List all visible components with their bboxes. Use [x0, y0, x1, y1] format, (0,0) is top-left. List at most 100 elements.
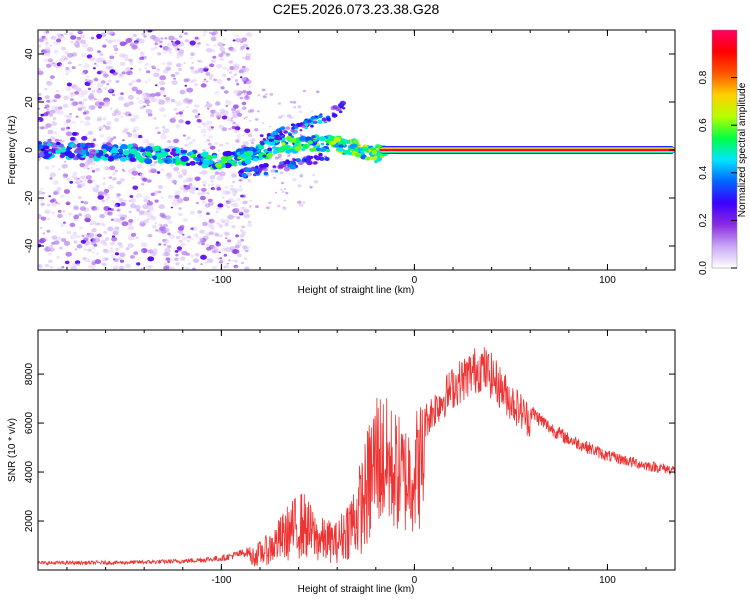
- noise-cell: [153, 160, 158, 164]
- noise-cell: [50, 62, 57, 67]
- noise-cell: [173, 198, 178, 202]
- ridge-cell: [258, 144, 265, 150]
- noise-cell: [208, 231, 214, 235]
- noise-cell: [225, 99, 229, 103]
- ridge-cell: [195, 161, 200, 165]
- noise-cell: [99, 129, 102, 131]
- noise-cell: [201, 242, 205, 246]
- noise-cell: [237, 90, 243, 95]
- noise-cell: [279, 188, 283, 191]
- noise-cell: [233, 188, 239, 193]
- noise-cell: [53, 131, 58, 135]
- noise-cell: [90, 162, 93, 165]
- noise-cell: [115, 226, 120, 230]
- noise-cell: [251, 145, 254, 147]
- ridge-cell: [160, 148, 166, 153]
- noise-cell: [248, 205, 252, 208]
- noise-cell: [74, 248, 78, 251]
- noise-cell: [221, 247, 227, 252]
- noise-cell: [146, 213, 153, 218]
- noise-cell: [111, 33, 115, 36]
- noise-cell: [147, 249, 154, 254]
- noise-cell: [64, 260, 70, 265]
- noise-cell: [115, 110, 122, 116]
- noise-cell: [192, 258, 200, 263]
- noise-cell: [130, 232, 137, 237]
- noise-cell: [74, 140, 79, 144]
- noise-cell: [176, 56, 180, 59]
- noise-cell: [54, 106, 60, 111]
- noise-cell: [212, 55, 217, 59]
- noise-cell: [104, 99, 111, 105]
- noise-cell: [187, 239, 190, 243]
- noise-cell: [184, 39, 189, 43]
- ridge-cell: [315, 147, 321, 151]
- noise-cell: [248, 133, 253, 138]
- noise-cell: [150, 192, 155, 196]
- noise-cell: [48, 112, 53, 116]
- noise-cell: [96, 88, 103, 94]
- noise-cell: [184, 84, 188, 87]
- noise-cell: [243, 117, 246, 120]
- noise-cell: [46, 203, 51, 207]
- noise-cell: [179, 186, 185, 191]
- noise-cell: [88, 105, 93, 109]
- noise-cell: [90, 36, 95, 40]
- ridge-cell: [325, 140, 330, 143]
- noise-cell: [122, 112, 125, 115]
- noise-cell: [236, 83, 240, 86]
- noise-cell: [297, 105, 302, 109]
- noise-cell: [214, 91, 220, 95]
- noise-cell: [101, 262, 106, 266]
- noise-cell: [65, 67, 70, 70]
- ridge-cell: [244, 159, 252, 165]
- noise-cell: [225, 100, 232, 106]
- noise-cell: [237, 239, 242, 244]
- noise-cell: [57, 110, 64, 115]
- noise-cell: [254, 118, 259, 121]
- ridge-cell: [311, 135, 316, 139]
- ridge-cell: [347, 151, 352, 155]
- noise-cell: [222, 73, 227, 77]
- noise-cell: [87, 94, 95, 100]
- noise-cell: [203, 105, 208, 108]
- ridge-cell: [121, 144, 129, 150]
- noise-cell: [85, 249, 89, 252]
- noise-cell: [112, 39, 117, 43]
- noise-cell: [180, 232, 184, 236]
- noise-cell: [129, 62, 134, 65]
- noise-cell: [224, 264, 230, 269]
- noise-cell: [55, 89, 60, 93]
- y-tick-label: -20: [24, 190, 35, 205]
- noise-cell: [158, 80, 166, 86]
- ridge-cell: [268, 141, 275, 146]
- ridge-cell: [113, 154, 119, 159]
- noise-cell: [297, 184, 302, 188]
- noise-cell: [109, 241, 116, 246]
- noise-cell: [194, 36, 199, 40]
- noise-cell: [139, 220, 145, 225]
- noise-cell: [164, 46, 172, 52]
- noise-cell: [86, 78, 91, 82]
- noise-cell: [103, 97, 110, 103]
- noise-cell: [113, 217, 120, 223]
- noise-cell: [80, 239, 87, 244]
- noise-cell: [109, 165, 116, 171]
- noise-cell: [192, 78, 198, 83]
- noise-cell: [232, 215, 236, 218]
- noise-cell: [183, 98, 188, 102]
- noise-cell: [123, 102, 130, 108]
- noise-cell: [116, 180, 122, 185]
- noise-cell: [205, 103, 213, 108]
- noise-cell: [134, 204, 141, 210]
- noise-cell: [232, 113, 240, 119]
- noise-cell: [102, 182, 106, 185]
- noise-cell: [127, 134, 133, 138]
- noise-cell: [198, 59, 203, 63]
- noise-cell: [216, 222, 220, 225]
- noise-cell: [146, 70, 151, 74]
- noise-cell: [103, 231, 107, 234]
- colorbar-tick-label: 0.4: [698, 165, 709, 179]
- noise-cell: [174, 37, 178, 41]
- noise-cell: [209, 113, 215, 118]
